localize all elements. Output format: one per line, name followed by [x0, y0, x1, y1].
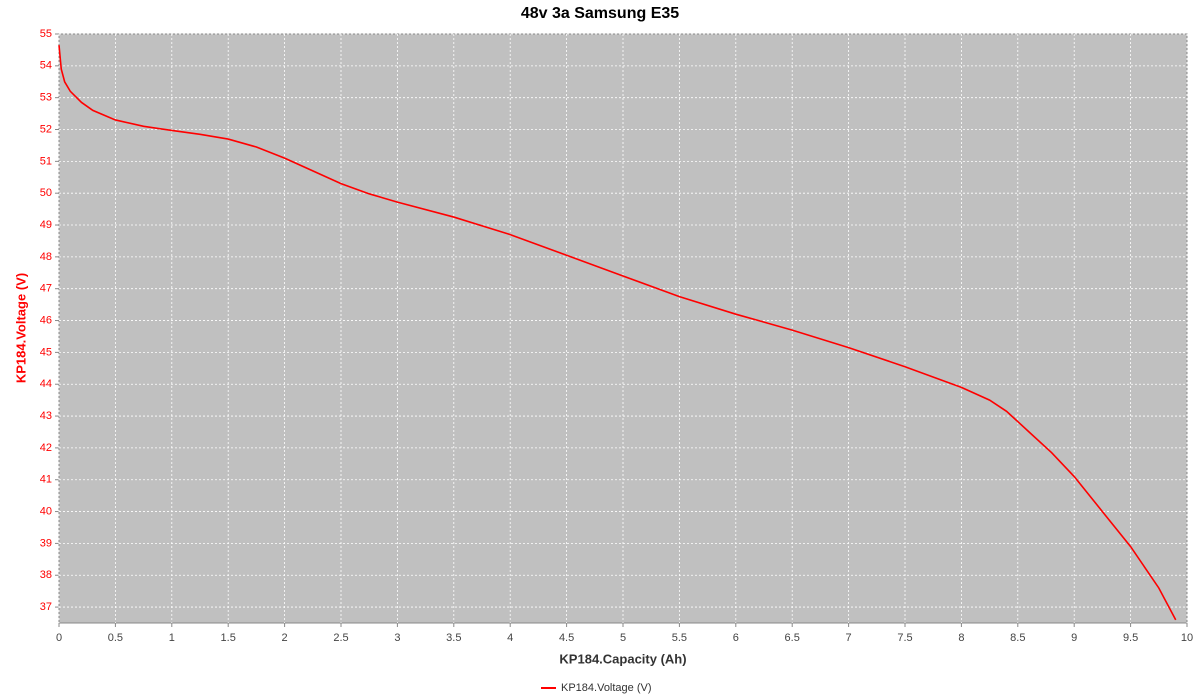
legend-label: KP184.Voltage (V)	[561, 682, 652, 694]
x-tick-label: 2.5	[333, 632, 348, 644]
y-tick-label: 49	[40, 219, 52, 231]
y-tick-label: 54	[40, 60, 52, 72]
y-tick-label: 51	[40, 155, 52, 167]
y-tick-label: 40	[40, 505, 52, 517]
x-tick-label: 4.5	[559, 632, 574, 644]
x-tick-label: 1.5	[221, 632, 236, 644]
x-tick-label: 1	[169, 632, 175, 644]
x-tick-label: 7.5	[897, 632, 912, 644]
y-tick-label: 38	[40, 569, 52, 581]
y-tick-label: 41	[40, 474, 52, 486]
x-tick-label: 9.5	[1123, 632, 1138, 644]
x-tick-label: 5.5	[672, 632, 687, 644]
y-tick-label: 47	[40, 283, 52, 295]
y-tick-label: 39	[40, 537, 52, 549]
x-axis-label: KP184.Capacity (Ah)	[559, 651, 686, 666]
x-tick-label: 2	[282, 632, 288, 644]
y-tick-label: 37	[40, 601, 52, 613]
y-tick-label: 53	[40, 92, 52, 104]
y-tick-label: 46	[40, 314, 52, 326]
x-tick-label: 4	[507, 632, 513, 644]
x-tick-label: 8	[958, 632, 964, 644]
x-tick-label: 3	[394, 632, 400, 644]
y-tick-label: 44	[40, 378, 52, 390]
y-tick-label: 48	[40, 251, 52, 263]
y-tick-label: 45	[40, 346, 52, 358]
y-tick-label: 55	[40, 28, 52, 40]
x-tick-label: 3.5	[446, 632, 461, 644]
x-tick-label: 7	[846, 632, 852, 644]
y-axis-label: KP184.Voltage (V)	[13, 273, 28, 383]
x-tick-label: 6.5	[785, 632, 800, 644]
line-series	[58, 45, 1177, 621]
x-tick-label: 6	[733, 632, 739, 644]
x-tick-label: 10	[1181, 632, 1193, 644]
chart-title: 48v 3a Samsung E35	[521, 5, 679, 22]
x-tick-label: 8.5	[1010, 632, 1025, 644]
x-tick-label: 9	[1071, 632, 1077, 644]
x-tick-label: 0.5	[108, 632, 123, 644]
plot-area	[58, 33, 1188, 624]
y-tick-label: 42	[40, 442, 52, 454]
x-tick-label: 0	[56, 632, 62, 644]
x-tick-label: 5	[620, 632, 626, 644]
y-tick-label: 50	[40, 187, 52, 199]
y-tick-label: 52	[40, 123, 52, 135]
y-tick-label: 43	[40, 410, 52, 422]
